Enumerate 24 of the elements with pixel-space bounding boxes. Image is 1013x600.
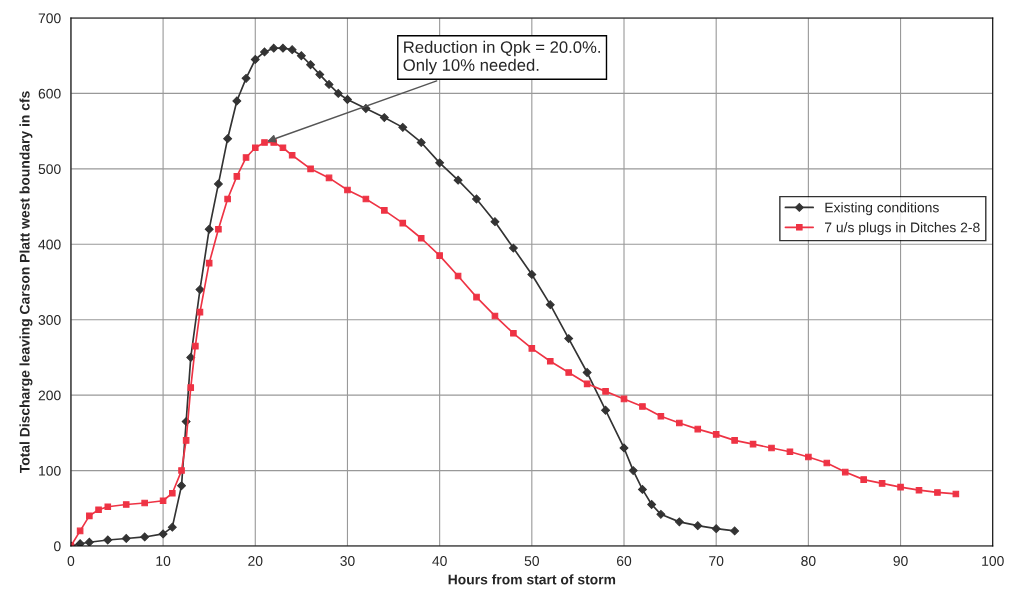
- y-tick-label: 600: [38, 88, 61, 99]
- x-tick-label: 80: [801, 556, 816, 566]
- y-tick-label: 700: [38, 13, 61, 24]
- x-axis-title: Hours from start of storm: [448, 574, 616, 585]
- x-tick-label: 100: [982, 556, 1004, 566]
- x-tick-label: 20: [248, 556, 263, 566]
- x-tick-label: 50: [524, 556, 540, 566]
- annotation: Reduction in Qpk = 20.0%. Only 10% needed.: [403, 40, 600, 75]
- x-tick-label: 90: [893, 556, 908, 566]
- x-tick-label: 60: [616, 556, 632, 566]
- y-axis-title: Total Discharge leaving Carson Platt west boundary in cfs: [19, 91, 33, 474]
- y-tick-label: 500: [38, 164, 61, 175]
- x-tick-label: 10: [156, 556, 171, 566]
- x-tick-label: 30: [340, 556, 355, 566]
- legend-label: 7 u/s plugs in Ditches 2-8: [825, 222, 980, 236]
- y-tick-label: 200: [38, 390, 61, 401]
- y-tick-label: 300: [38, 315, 61, 325]
- y-tick-label: 100: [39, 465, 61, 476]
- x-tick-label: 0: [67, 556, 75, 566]
- legend-label: Existing conditions: [825, 202, 939, 216]
- x-tick-label: 70: [709, 556, 724, 566]
- y-tick-label: 0: [54, 541, 61, 552]
- y-tick-label: 400: [38, 239, 61, 250]
- x-tick-label: 40: [432, 556, 447, 566]
